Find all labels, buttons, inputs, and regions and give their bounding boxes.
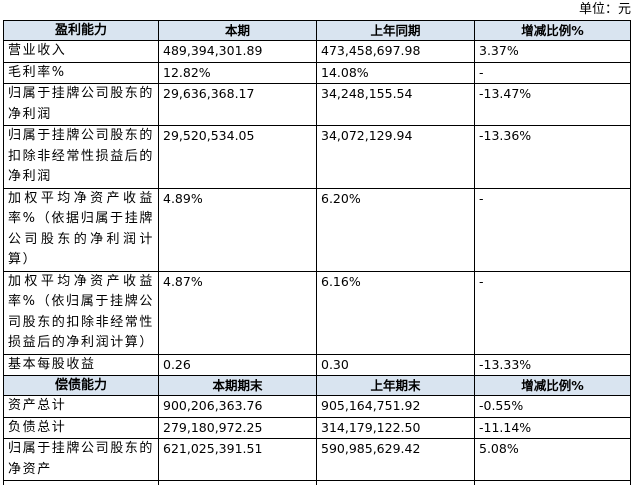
cell — [474, 480, 631, 485]
cell: 4.87% — [158, 270, 317, 355]
cell: - — [474, 61, 631, 84]
cell: 0.26 — [158, 353, 317, 376]
table-row: 毛利率% 12.82% 14.08% - — [3, 61, 631, 84]
table-row: 资产总计 900,206,363.76 905,164,751.92 -0.55% — [3, 395, 631, 418]
header-cell: 增减比例% — [474, 20, 631, 41]
cell: -13.47% — [474, 83, 631, 126]
cell: 6.20% — [316, 187, 475, 272]
header-cell: 盈利能力 — [3, 20, 159, 41]
header-cell: 增减比例% — [474, 375, 631, 396]
cell: 14.08% — [316, 61, 475, 84]
row-label: 基本每股收益 — [3, 353, 159, 376]
unit-label: 单位：元 — [578, 2, 631, 17]
table-row: 加权平均净资产收益率%（依据归属于挂牌公司股东的净利润计算） 4.89% 6.20%… — [3, 187, 631, 272]
row-label: 资产总计 — [3, 395, 159, 418]
table-row — [3, 480, 631, 485]
cell: 29,520,534.05 — [158, 125, 317, 189]
cell: 4.89% — [158, 187, 317, 272]
table-row: 归属于挂牌公司股东的净利润 29,636,368.17 34,248,155.54-… — [3, 83, 631, 126]
table-row: 加权平均净资产收益率%（依归属于挂牌公司股东的扣除非经常性损益后的净利润计算） 4… — [3, 270, 631, 355]
row-label: 归属于挂牌公司股东的净资产 — [3, 438, 159, 481]
table-row: 营业收入 489,394,301.89 473,458,697.98 3.37% — [3, 40, 631, 63]
cell — [316, 480, 475, 485]
cell — [158, 480, 317, 485]
table-row: 归属于挂牌公司股东的扣除非经常性损益后的净利润 29,520,534.05 34,0… — [3, 125, 631, 189]
row-label: 加权平均净资产收益率%（依据归属于挂牌公司股东的净利润计算） — [3, 187, 159, 272]
table-row: 归属于挂牌公司股东的净资产 621,025,391.51 590,985,629.4… — [3, 438, 631, 481]
cell: 5.08% — [474, 438, 631, 481]
cell: 6.16% — [316, 270, 475, 355]
table-row: 负债总计 279,180,972.25 314,179,122.50 -11.14% — [3, 416, 631, 439]
cell: -11.14% — [474, 416, 631, 439]
cell: 279,180,972.25 — [158, 416, 317, 439]
cell: - — [474, 187, 631, 272]
cell: 621,025,391.51 — [158, 438, 317, 481]
cell: -13.33% — [474, 353, 631, 376]
row-label: 归属于挂牌公司股东的净利润 — [3, 83, 159, 126]
cell: 29,636,368.17 — [158, 83, 317, 126]
row-label: 归属于挂牌公司股东的扣除非经常性损益后的净利润 — [3, 125, 159, 189]
financial-table: 盈利能力 本期 上年同期 增减比例% 营业收入 489,394,301.89 473,458… — [3, 20, 631, 485]
row-label: 负债总计 — [3, 416, 159, 439]
cell: -13.36% — [474, 125, 631, 189]
header-row: 盈利能力 本期 上年同期 增减比例% — [3, 20, 631, 41]
cell: 0.30 — [316, 353, 475, 376]
cell: -0.55% — [474, 395, 631, 418]
cell: 900,206,363.76 — [158, 395, 317, 418]
cell — [3, 480, 159, 485]
table-row: 基本每股收益 0.26 0.30 -13.33% — [3, 353, 631, 376]
row-label: 营业收入 — [3, 40, 159, 63]
cell: 473,458,697.98 — [316, 40, 475, 63]
cell: 3.37% — [474, 40, 631, 63]
header-cell: 本期 — [158, 20, 317, 41]
header-cell: 上年同期 — [316, 20, 475, 41]
cell: 489,394,301.89 — [158, 40, 317, 63]
cell: 905,164,751.92 — [316, 395, 475, 418]
cell: 12.82% — [158, 61, 317, 84]
cell: 314,179,122.50 — [316, 416, 475, 439]
header-row: 偿债能力 本期期末 上年期末 增减比例% — [3, 375, 631, 396]
header-cell: 上年期末 — [316, 375, 475, 396]
cell: 590,985,629.42 — [316, 438, 475, 481]
cell: 34,072,129.94 — [316, 125, 475, 189]
header-cell: 偿债能力 — [3, 375, 159, 396]
cell: - — [474, 270, 631, 355]
header-cell: 本期期末 — [158, 375, 317, 396]
row-label: 毛利率% — [3, 61, 159, 84]
row-label: 加权平均净资产收益率%（依归属于挂牌公司股东的扣除非经常性损益后的净利润计算） — [3, 270, 159, 355]
cell: 34,248,155.54 — [316, 83, 475, 126]
